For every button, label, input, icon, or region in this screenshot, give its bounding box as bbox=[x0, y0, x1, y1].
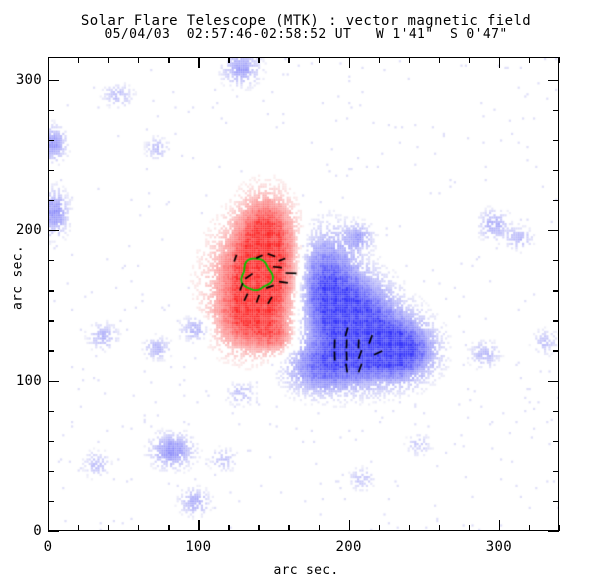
x-tick-top-40 bbox=[108, 57, 110, 63]
y-tick-right-140 bbox=[553, 320, 559, 322]
y-tick-left-240 bbox=[48, 169, 54, 172]
x-axis-label: arc sec. bbox=[273, 563, 339, 578]
y-tick-left-100 bbox=[48, 380, 59, 382]
x-tick-top-220 bbox=[378, 57, 380, 63]
x-tick-top-100 bbox=[198, 57, 200, 68]
x-tick-top-180 bbox=[318, 57, 320, 63]
x-tick-top-260 bbox=[438, 57, 441, 63]
x-tick-top-0 bbox=[48, 57, 50, 68]
y-tick-right-200 bbox=[548, 230, 559, 232]
x-tick-bottom-0 bbox=[48, 520, 50, 531]
x-tick-top-280 bbox=[468, 57, 471, 63]
x-tick-bottom-300 bbox=[498, 520, 501, 531]
x-tick-label-200: 200 bbox=[335, 539, 362, 555]
y-tick-right-180 bbox=[553, 260, 559, 262]
title-line-observation-time: 05/04/03 02:57:46-02:58:52 UT W 1'41" S … bbox=[104, 27, 508, 42]
y-tick-left-40 bbox=[48, 470, 54, 473]
y-tick-label-100: 100 bbox=[15, 372, 42, 389]
y-tick-left-0 bbox=[48, 531, 59, 533]
x-tick-top-340 bbox=[559, 57, 561, 63]
y-tick-left-120 bbox=[48, 350, 54, 352]
y-tick-label-0: 0 bbox=[33, 523, 42, 539]
x-tick-bottom-260 bbox=[438, 525, 441, 531]
y-tick-left-220 bbox=[48, 199, 54, 202]
x-tick-top-120 bbox=[228, 57, 230, 63]
x-tick-bottom-320 bbox=[528, 525, 531, 531]
x-tick-top-300 bbox=[498, 57, 501, 68]
x-tick-bottom-40 bbox=[108, 525, 110, 531]
y-tick-left-80 bbox=[48, 410, 54, 412]
y-tick-label-200: 200 bbox=[15, 222, 42, 239]
x-tick-top-200 bbox=[348, 57, 350, 68]
x-tick-bottom-220 bbox=[378, 525, 380, 531]
x-tick-top-140 bbox=[258, 57, 260, 63]
x-tick-top-320 bbox=[528, 57, 531, 63]
x-tick-bottom-280 bbox=[468, 525, 471, 531]
y-tick-right-280 bbox=[553, 109, 559, 111]
x-tick-top-240 bbox=[408, 57, 410, 63]
y-tick-right-20 bbox=[553, 500, 559, 503]
y-tick-label-300: 300 bbox=[15, 71, 42, 88]
y-tick-right-120 bbox=[553, 350, 559, 352]
y-tick-right-60 bbox=[553, 440, 559, 442]
magnetic-field-map bbox=[49, 58, 558, 530]
x-tick-top-80 bbox=[168, 57, 170, 63]
x-tick-top-160 bbox=[288, 57, 290, 63]
x-tick-label-0: 0 bbox=[43, 539, 53, 555]
x-tick-bottom-160 bbox=[288, 525, 290, 531]
y-tick-right-220 bbox=[553, 199, 559, 202]
y-tick-right-300 bbox=[548, 79, 559, 81]
x-tick-bottom-100 bbox=[198, 520, 200, 531]
y-tick-right-40 bbox=[553, 470, 559, 473]
y-tick-left-160 bbox=[48, 290, 54, 292]
y-tick-right-80 bbox=[553, 410, 559, 412]
y-tick-right-0 bbox=[548, 531, 559, 533]
x-tick-bottom-120 bbox=[228, 525, 230, 531]
y-tick-left-180 bbox=[48, 260, 54, 262]
y-tick-left-20 bbox=[48, 500, 54, 503]
y-tick-left-280 bbox=[48, 109, 54, 111]
title-line-primary: Solar Flare Telescope (MTK) : vector mag… bbox=[80, 13, 532, 29]
y-tick-right-160 bbox=[553, 290, 559, 292]
y-tick-right-100 bbox=[548, 380, 559, 382]
plot-area bbox=[48, 57, 559, 531]
y-tick-right-240 bbox=[553, 169, 559, 172]
y-tick-left-200 bbox=[48, 230, 59, 232]
x-tick-bottom-80 bbox=[168, 525, 170, 531]
x-tick-bottom-240 bbox=[408, 525, 410, 531]
figure-title: Solar Flare Telescope (MTK) : vector mag… bbox=[0, 14, 612, 42]
x-tick-bottom-180 bbox=[318, 525, 320, 531]
y-tick-left-140 bbox=[48, 320, 54, 322]
y-tick-right-260 bbox=[553, 139, 559, 142]
x-tick-label-100: 100 bbox=[185, 539, 212, 555]
x-tick-bottom-20 bbox=[78, 525, 80, 531]
y-tick-left-260 bbox=[48, 139, 54, 142]
y-axis-label: arc sec. bbox=[10, 245, 26, 311]
y-tick-left-300 bbox=[48, 79, 59, 81]
x-tick-top-60 bbox=[138, 57, 140, 63]
x-tick-top-20 bbox=[78, 57, 80, 63]
x-tick-bottom-340 bbox=[559, 525, 561, 531]
x-tick-bottom-140 bbox=[258, 525, 260, 531]
x-tick-bottom-60 bbox=[138, 525, 140, 531]
y-tick-left-60 bbox=[48, 440, 54, 442]
x-tick-bottom-200 bbox=[348, 520, 350, 531]
x-tick-label-300: 300 bbox=[485, 539, 512, 555]
